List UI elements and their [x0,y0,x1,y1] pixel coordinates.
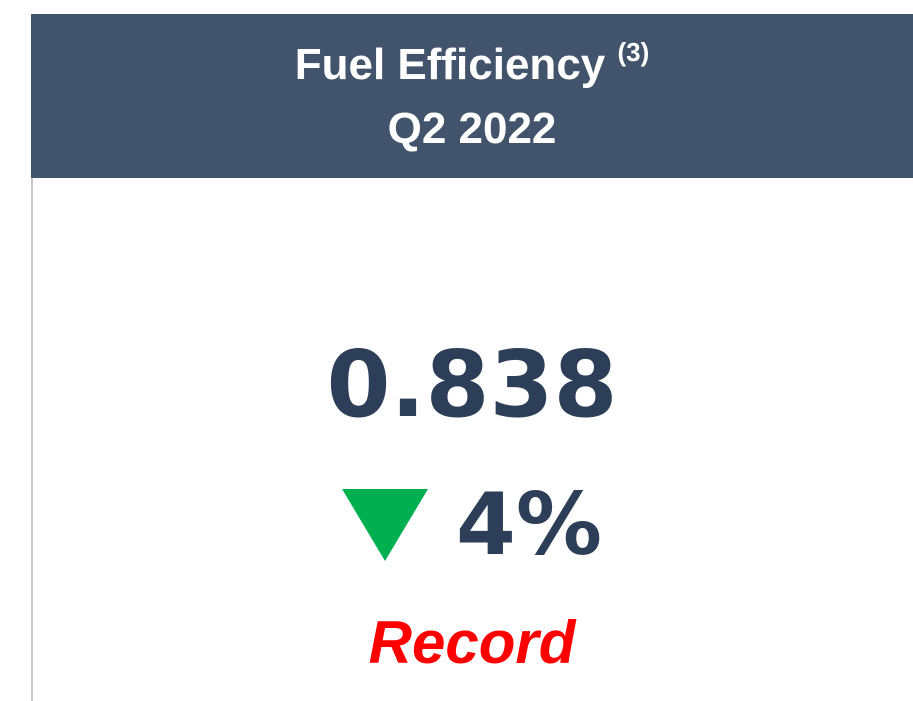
card-border [31,178,33,701]
footnote: (3) [617,37,650,67]
metric-value: 0.838 [326,331,618,438]
down-arrow [341,489,428,561]
change-row: 4% [31,470,913,580]
metric-status: Record [368,609,576,676]
title: Fuel Efficiency [294,40,606,89]
header-band [31,14,913,178]
title-line: Fuel Efficiency (3) [31,37,913,90]
metric-change: 4% [455,475,602,575]
period: Q2 2022 [387,104,557,153]
